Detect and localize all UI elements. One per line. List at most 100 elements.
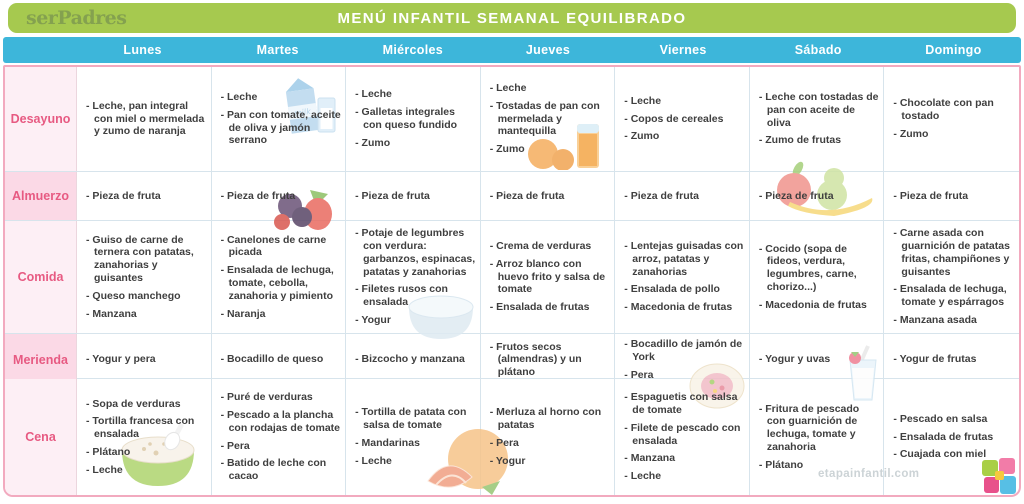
meal-label-desayuno: Desayuno <box>5 67 77 171</box>
menu-item: - Ensalada de lechuga, tomate, cebolla, … <box>220 264 334 302</box>
menu-cell-cena-martes: - Puré de verduras - Pescado a la plancha… <box>212 379 347 495</box>
menu-item: - Queso manchego <box>86 289 181 302</box>
menu-cell-almuerzo-martes: - Pieza de fruta <box>212 172 347 220</box>
menu-row-merienda: Merienda - Yogur y pera - Bocadillo de que… <box>5 333 1019 386</box>
menu-cell-merienda-viernes: - Bocadillo de jamón de York - Pera <box>615 334 750 386</box>
menu-cell-cena-miercoles: - Tortilla de patata con salsa de tomate… <box>346 379 481 495</box>
menu-cell-comida-lunes: - Guiso de carne de ternera con patatas,… <box>77 221 212 333</box>
header-bar: serPadres MENÚ INFANTIL SEMANAL EQUILIBR… <box>8 3 1016 33</box>
menu-cell-comida-viernes: - Lentejas guisadas con arroz, patatas y… <box>615 221 750 333</box>
menu-item: - Yogur <box>355 313 391 326</box>
menu-cell-desayuno-miercoles: - Leche - Galletas integrales con queso f… <box>346 67 481 171</box>
menu-item: - Pieza de fruta <box>758 189 834 202</box>
page-title: MENÚ INFANTIL SEMANAL EQUILIBRADO <box>337 9 687 27</box>
day-header-jueves: Jueves <box>525 43 571 57</box>
menu-item: - Naranja <box>220 307 266 320</box>
menu-item: - Batido de leche con cacao <box>220 457 327 483</box>
menu-item: - Canelones de carne picada <box>220 233 327 259</box>
menu-item: - Ensalada de lechuga, tomate y espárrag… <box>893 283 1007 309</box>
menu-item: - Carne asada con guarnición de patatas … <box>893 227 1010 278</box>
meal-label-merienda: Merienda <box>5 334 77 386</box>
menu-item: - Pera <box>624 368 654 381</box>
menu-item: - Crema de verduras <box>489 240 592 252</box>
menu-item: - Puré de verduras <box>220 391 313 404</box>
menu-item: - Leche <box>86 463 123 476</box>
menu-cell-cena-lunes: - Sopa de verduras - Tortilla francesa co… <box>77 379 212 495</box>
menu-item: - Leche con tostadas de pan con aceite d… <box>758 90 879 129</box>
menu-item: - Filetes rusos con ensalada <box>355 283 448 309</box>
menu-item: - Leche <box>624 94 662 107</box>
menu-item: - Macedonia de frutas <box>758 298 867 311</box>
meal-label-almuerzo: Almuerzo <box>5 172 77 220</box>
menu-cell-almuerzo-domingo: - Pieza de fruta <box>884 172 1019 220</box>
menu-item: - Frutos secos (almendras) y un plátano <box>489 340 582 379</box>
menu-item: - Zumo <box>624 130 660 143</box>
menu-item: - Pieza de fruta <box>355 189 430 202</box>
menu-cell-desayuno-martes: - Leche - Pan con tomate, aceite de oliva… <box>212 67 347 171</box>
menu-item: - Pan con tomate, aceite de oliva y jamó… <box>220 108 341 147</box>
menu-item: - Bocadillo de jamón de York <box>624 338 743 363</box>
menu-item: - Espaguetis con salsa de tomate <box>624 391 738 416</box>
menu-item: - Fritura de pescado con guarnición de l… <box>758 402 860 453</box>
menu-item: - Leche <box>355 454 392 467</box>
menu-cell-almuerzo-lunes: - Pieza de fruta <box>77 172 212 220</box>
menu-cell-desayuno-jueves: - Leche - Tostadas de pan con mermelada y… <box>481 67 616 171</box>
menu-item: - Plátano <box>86 445 131 458</box>
menu-cell-almuerzo-viernes: - Pieza de fruta <box>615 172 750 220</box>
menu-item: - Pieza de fruta <box>893 189 969 202</box>
menu-item: - Manzana asada <box>893 313 977 326</box>
menu-cell-merienda-domingo: - Yogur de frutas <box>884 334 1019 385</box>
menu-item: - Sopa de verduras <box>86 397 181 410</box>
menu-cell-merienda-sabado: - Yogur y uvas <box>750 334 885 386</box>
menu-item: - Leche, pan integral con miel o mermela… <box>86 99 205 138</box>
menu-item: - Pescado en salsa <box>893 412 988 425</box>
day-header-martes: Martes <box>256 43 299 57</box>
menu-item: - Ensalada de frutas <box>489 301 590 314</box>
menu-cell-comida-jueves: - Crema de verduras - Arroz blanco con hu… <box>481 221 616 333</box>
menu-item: - Yogur de frutas <box>893 353 977 366</box>
menu-cell-cena-viernes: - Espaguetis con salsa de tomate - Filete… <box>615 379 750 495</box>
menu-cell-merienda-martes: - Bocadillo de queso <box>212 334 347 386</box>
menu-cell-comida-domingo: - Carne asada con guarnición de patatas … <box>884 221 1019 333</box>
menu-cell-comida-martes: - Canelones de carne picada - Ensalada de… <box>212 221 347 333</box>
menu-item: - Zumo <box>893 127 929 140</box>
menu-cell-merienda-jueves: - Frutos secos (almendras) y un plátano <box>481 334 616 386</box>
menu-item: - Leche <box>624 470 662 483</box>
day-header-viernes: Viernes <box>659 43 707 57</box>
menu-item: - Ensalada de frutas <box>893 430 994 443</box>
menu-cell-almuerzo-miercoles: - Pieza de fruta <box>346 172 481 220</box>
meal-label-comida: Comida <box>5 221 77 333</box>
menu-item: - Filete de pescado con ensalada <box>624 421 741 447</box>
menu-item: - Bizcocho y manzana <box>355 353 465 366</box>
day-header-lunes: Lunes <box>123 43 162 57</box>
menu-item: - Cocido (sopa de fideos, verdura, legum… <box>758 242 857 293</box>
menu-item: - Mandarinas <box>355 437 420 449</box>
menu-row-almuerzo: Almuerzo - Pieza de fruta - Pieza de fruta… <box>5 171 1019 220</box>
menu-item: - Zumo <box>489 143 525 156</box>
menu-cell-cena-jueves: - Merluza al horno con patatas - Pera - Yo… <box>481 379 616 495</box>
day-header-miercoles: Miércoles <box>382 43 444 57</box>
day-header-sabado: Sábado <box>794 43 842 57</box>
menu-cell-comida-miercoles: - Potaje de legumbres con verdura: garba… <box>346 221 481 333</box>
menu-item: - Lentejas guisadas con arroz, patatas y… <box>624 240 744 278</box>
menu-table: Desayuno - Leche, pan integral con miel o… <box>3 65 1021 497</box>
menu-item: - Plátano <box>758 458 804 471</box>
menu-item: - Yogur y pera <box>86 353 156 366</box>
menu-cell-almuerzo-jueves: - Pieza de fruta <box>481 172 616 220</box>
menu-item: - Manzana <box>624 452 676 465</box>
menu-item: - Leche <box>220 90 258 103</box>
serpadres-logo: serPadres <box>26 7 127 29</box>
menu-item: - Pieza de fruta <box>489 189 565 202</box>
day-header-domingo: Domingo <box>925 43 982 57</box>
menu-cell-cena-domingo: - Pescado en salsa - Ensalada de frutas - … <box>884 379 1019 495</box>
menu-item: - Zumo <box>355 136 391 149</box>
menu-item: - Galletas integrales con queso fundido <box>355 106 458 131</box>
menu-item: - Merluza al horno con patatas <box>489 406 602 432</box>
menu-cell-almuerzo-sabado: - Pieza de fruta <box>750 172 885 220</box>
menu-row-desayuno: Desayuno - Leche, pan integral con miel o… <box>5 67 1019 171</box>
menu-item: - Arroz blanco con huevo frito y salsa d… <box>489 257 606 296</box>
menu-item: - Pieza de fruta <box>624 189 699 202</box>
menu-item: - Copos de cereales <box>624 112 724 125</box>
menu-item: - Chocolate con pan tostado <box>893 97 994 123</box>
